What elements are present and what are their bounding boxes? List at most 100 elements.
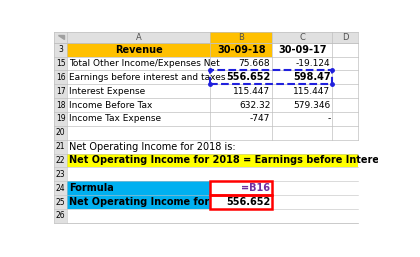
Text: 25: 25 — [56, 198, 66, 207]
Bar — [333, 181, 359, 195]
Bar — [272, 43, 333, 57]
Bar — [333, 43, 359, 57]
Bar — [54, 153, 67, 167]
Text: 115.447: 115.447 — [293, 87, 331, 96]
Bar — [67, 57, 210, 70]
Bar — [67, 181, 210, 195]
Bar — [67, 32, 210, 43]
Bar — [67, 195, 210, 209]
Bar — [54, 57, 67, 70]
Text: -747: -747 — [250, 114, 270, 123]
Text: 579.346: 579.346 — [293, 100, 331, 109]
Text: 18: 18 — [56, 100, 66, 109]
Text: Income Before Tax: Income Before Tax — [69, 100, 152, 109]
Bar — [210, 98, 272, 112]
Text: -19.124: -19.124 — [296, 59, 331, 68]
Text: 30-09-18: 30-09-18 — [217, 45, 265, 55]
Text: 598.47: 598.47 — [293, 72, 331, 82]
Text: 24: 24 — [56, 184, 66, 193]
Bar — [67, 167, 359, 181]
Bar — [67, 112, 210, 126]
Text: 26: 26 — [56, 211, 66, 220]
Text: B: B — [239, 33, 244, 42]
Bar — [54, 195, 67, 209]
Bar — [67, 84, 210, 98]
Text: Interest Expense: Interest Expense — [69, 87, 145, 96]
Text: 16: 16 — [56, 73, 66, 82]
Polygon shape — [58, 35, 64, 39]
Bar — [333, 84, 359, 98]
Text: Revenue: Revenue — [115, 45, 163, 55]
Text: -: - — [327, 114, 331, 123]
Bar — [54, 70, 67, 84]
Text: Net Operating Income for 2018 is:: Net Operating Income for 2018 is: — [69, 142, 236, 152]
Bar — [333, 32, 359, 43]
Bar — [272, 84, 333, 98]
Bar — [333, 112, 359, 126]
Text: 17: 17 — [56, 87, 66, 96]
Bar — [54, 112, 67, 126]
Text: 632.32: 632.32 — [239, 100, 270, 109]
Bar — [210, 70, 333, 84]
Bar — [54, 84, 67, 98]
Text: =B16: =B16 — [241, 183, 270, 193]
Text: Income Tax Expense: Income Tax Expense — [69, 114, 161, 123]
Text: Formula: Formula — [69, 183, 114, 193]
Bar — [210, 195, 272, 209]
Bar — [333, 98, 359, 112]
Bar — [210, 195, 272, 209]
Bar — [210, 112, 272, 126]
Bar — [54, 43, 67, 57]
Text: 556.652: 556.652 — [226, 72, 270, 82]
Text: 556.652: 556.652 — [226, 197, 270, 207]
Bar — [67, 98, 210, 112]
Bar — [54, 167, 67, 181]
Text: A: A — [136, 33, 142, 42]
Text: Net Operating Income for 2018 = Earnings before Interest and Taxes: Net Operating Income for 2018 = Earnings… — [69, 155, 420, 166]
Bar — [54, 126, 67, 140]
Text: 19: 19 — [56, 114, 66, 123]
Bar — [54, 98, 67, 112]
Bar — [54, 181, 67, 195]
Text: 23: 23 — [56, 170, 66, 179]
Bar — [272, 98, 333, 112]
Text: 21: 21 — [56, 142, 66, 151]
Text: 30-09-17: 30-09-17 — [278, 45, 327, 55]
Bar — [210, 32, 272, 43]
Bar — [54, 209, 67, 223]
Bar — [272, 181, 333, 195]
Text: 15: 15 — [56, 59, 66, 68]
Bar — [333, 57, 359, 70]
Text: C: C — [299, 33, 305, 42]
Text: D: D — [342, 33, 349, 42]
Text: 22: 22 — [56, 156, 66, 165]
Bar — [272, 32, 333, 43]
Text: Net Operating Income for 2018: Net Operating Income for 2018 — [69, 197, 240, 207]
Bar — [67, 140, 359, 153]
Bar — [210, 84, 272, 98]
Bar — [210, 43, 272, 57]
Bar — [67, 43, 210, 57]
Text: 115.447: 115.447 — [233, 87, 270, 96]
Text: 3: 3 — [58, 45, 63, 54]
Bar — [54, 32, 67, 43]
Bar — [210, 70, 272, 84]
Bar — [54, 140, 67, 153]
Bar — [67, 70, 210, 84]
Bar — [333, 70, 359, 84]
Text: Earnings before interest and taxes: Earnings before interest and taxes — [69, 73, 226, 82]
Text: 75.668: 75.668 — [239, 59, 270, 68]
Bar — [210, 181, 272, 195]
Bar — [210, 181, 272, 195]
Bar — [272, 70, 333, 84]
Text: Total Other Income/Expenses Net: Total Other Income/Expenses Net — [69, 59, 220, 68]
Bar — [333, 195, 359, 209]
Bar — [67, 209, 359, 223]
Bar — [272, 112, 333, 126]
Bar — [272, 57, 333, 70]
Bar — [210, 57, 272, 70]
Bar — [67, 153, 359, 167]
Bar — [67, 126, 359, 140]
Text: 20: 20 — [56, 128, 66, 137]
Bar — [272, 195, 333, 209]
